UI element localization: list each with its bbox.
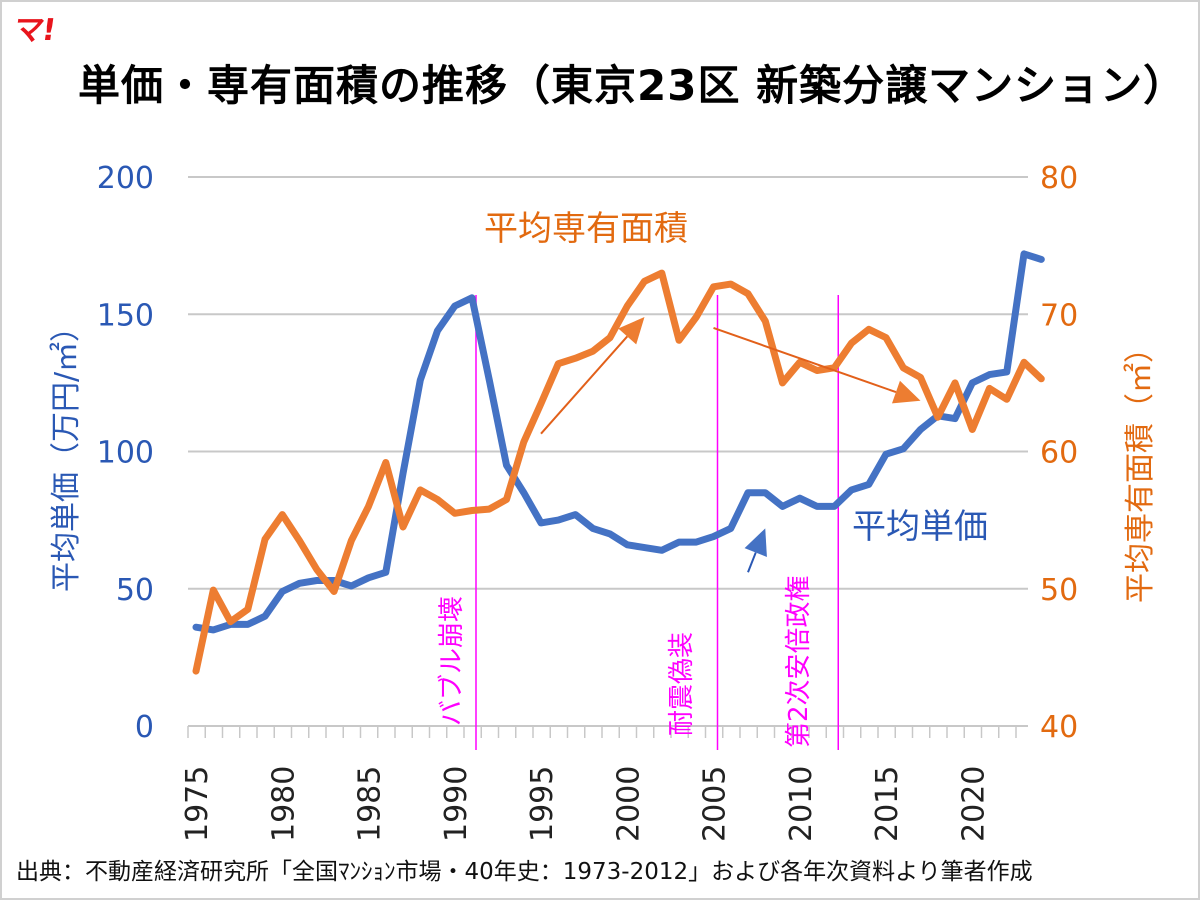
- event-label-taishin: 耐震偽装: [667, 632, 697, 736]
- trend-arrows: [540, 316, 921, 573]
- y-left-tick-label: 150: [97, 298, 154, 333]
- x-tick-label: 1975: [180, 766, 215, 842]
- y-left-tick-label: 100: [97, 436, 154, 471]
- trend-arrow-head-icon: [618, 316, 645, 345]
- x-tick-label: 1990: [439, 766, 474, 842]
- y-right-tick-label: 60: [1040, 436, 1078, 471]
- y-right-tick-label: 80: [1040, 161, 1078, 196]
- x-tick-label: 2005: [698, 766, 733, 842]
- series-line-area: [192, 269, 1045, 675]
- y-right-tick-label: 50: [1040, 573, 1078, 608]
- y-axis-right-title: 平均専有面積（㎡）: [1123, 333, 1158, 603]
- trend-arrow-shaft: [713, 327, 897, 394]
- x-tick-label: 2000: [611, 766, 646, 842]
- y-left-tick-label: 0: [135, 710, 154, 745]
- trend-arrow-head-icon: [891, 380, 921, 404]
- y-left-tick-label: 50: [116, 573, 154, 608]
- x-tick-label: 1985: [353, 766, 388, 842]
- x-tick-label: 2020: [956, 766, 991, 842]
- event-label-bubble: バブル崩壊: [437, 596, 467, 726]
- trend-arrow-head-icon: [744, 528, 767, 557]
- x-tick-label: 2015: [870, 766, 905, 842]
- trend-arrow-shaft: [747, 552, 757, 573]
- series-label-area: 平均専有面積: [484, 209, 688, 249]
- event-label-abe: 第2次安倍政権: [784, 575, 814, 748]
- trend-arrow-shaft: [540, 335, 628, 435]
- x-tick-label: 1980: [266, 766, 301, 842]
- y-right-tick-label: 70: [1040, 298, 1078, 333]
- series-label-price: 平均単価: [852, 507, 988, 547]
- y-axis-right: 40 50 60 70 80: [1040, 161, 1078, 745]
- series-lines: [192, 250, 1045, 675]
- chart-title: 単価・専有面積の推移（東京23区 新築分譲マンション）: [78, 61, 1187, 110]
- x-axis: 1975 1980 1985 1990 1995 2000 2005 2010 2015 2020: [180, 725, 1028, 842]
- source-note: 出典：不動産経済研究所「全国ﾏﾝｼｮﾝ市場・40年史：1973-2012」および…: [16, 859, 1033, 885]
- y-right-tick-label: 40: [1040, 710, 1078, 745]
- y-axis-left: 0 50 100 150 200: [97, 161, 154, 745]
- y-left-tick-label: 200: [97, 161, 154, 196]
- x-tick-label: 2010: [784, 766, 819, 842]
- x-tick-label: 1995: [525, 766, 560, 842]
- y-axis-left-title: 平均単価（万円/㎡）: [49, 312, 84, 592]
